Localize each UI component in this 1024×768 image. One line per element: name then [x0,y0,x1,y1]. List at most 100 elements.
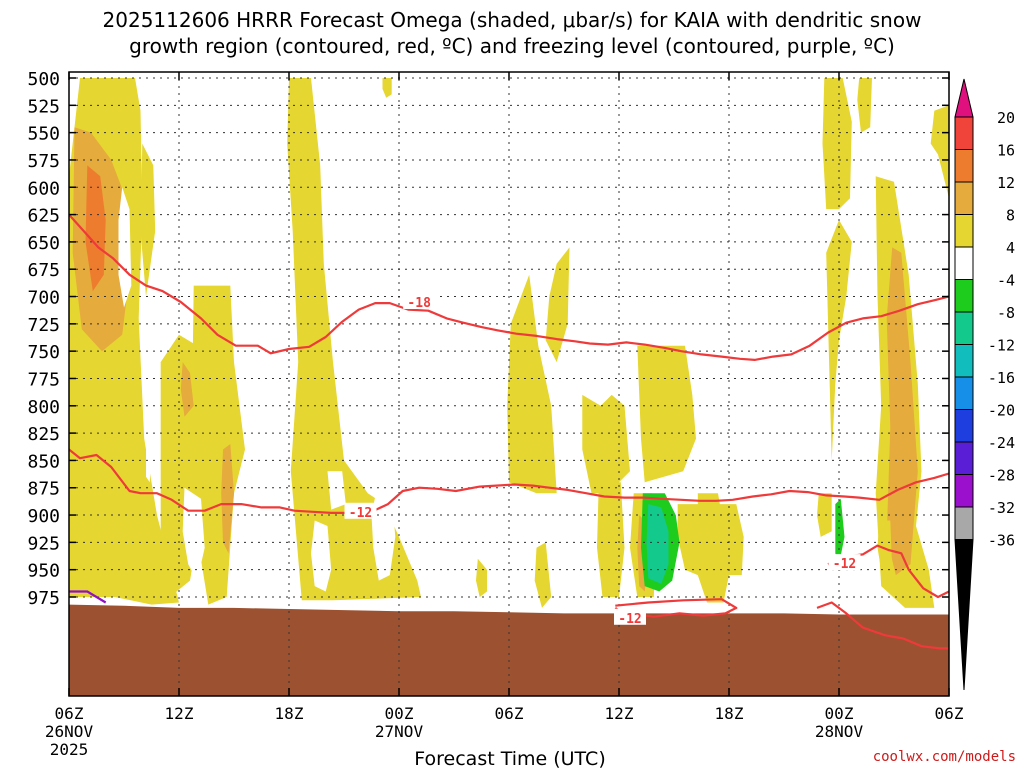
colorbar-box-5 [954,246,974,280]
colorbar-label-11: -28 [988,467,1015,485]
dgz-contour-label-bg-2 [614,608,646,625]
y-tick-label-650: 650 [27,233,60,254]
colorbar-box-8 [954,344,974,378]
x-year-label-0: 2025 [50,740,89,759]
colorbar-box-12 [954,474,974,508]
terrain-surface [69,604,949,696]
chart-title-line-2: growth region (contoured, red, ºC) and f… [129,34,895,58]
x-tick-label-36: 18Z [715,704,744,723]
colorbar-box-10 [954,409,974,443]
y-tick-label-925: 925 [27,533,60,554]
colorbar-label-9: -20 [988,402,1015,420]
x-date-label-42: 28NOV [815,722,864,741]
credit-text: coolwx.com/models [873,749,1016,765]
colorbar-box-7 [954,311,974,345]
colorbar-label-10: -24 [988,434,1015,452]
x-tick-label-12: 18Z [275,704,304,723]
y-tick-label-900: 900 [27,506,60,527]
omega-region-4-8-28 [817,493,832,537]
y-tick-label-700: 700 [27,288,60,309]
colorbar-label-12: -32 [988,499,1015,517]
omega-region-4-8-22 [857,78,872,133]
y-tick-label-550: 550 [27,124,60,145]
colorbar-box-6 [954,279,974,313]
colorbar-bottom-arrow [954,539,974,691]
omega-neutral-gap-0 [118,187,132,308]
omega-region-4-8-23 [930,105,949,199]
y-tick-label-725: 725 [27,315,60,336]
omega-region-12-16-3 [85,165,106,292]
omega-region-4-8-8 [287,78,421,601]
y-tick-label-850: 850 [27,451,60,472]
y-axis: 500 525 550 575 600 625 650 675 700 725 750 775 800 8… [27,69,949,609]
colorbar-box-9 [954,376,974,410]
y-tick-label-825: 825 [27,424,60,445]
omega-shading [69,78,949,608]
y-tick-label-975: 975 [27,588,60,609]
chart-title-line-1: 2025112606 HRRR Forecast Omega (shaded, … [102,8,922,32]
colorbar-label-4: 4 [1006,239,1015,257]
dgz-contour-4 [816,601,949,650]
x-tick-label-18: 00Z [385,704,414,723]
colorbar-box-2 [954,149,974,183]
dgz-contour-0 [69,213,949,361]
dgz-contour-label-bg-3 [828,554,861,571]
colorbar-label-6: -8 [997,304,1015,322]
dgz-contour-label-2: -12 [618,612,641,627]
omega-region-4-8-9 [382,78,392,98]
colorbar-box-1 [954,116,974,150]
x-date-label-0: 26NOV [45,722,94,741]
omega-neutral-gap-5 [263,482,273,510]
x-date-label-18: 27NOV [375,722,424,741]
omega-region-4-8-12 [582,394,630,494]
dgz-contours: -18 -12 -12 -12 [69,213,949,650]
omega-region-4-8-5 [191,285,245,605]
y-tick-label-600: 600 [27,178,60,199]
y-tick-label-500: 500 [27,69,60,90]
colorbar-label-13: -36 [988,532,1015,550]
omega-negative-region-2 [835,498,845,565]
y-tick-label-675: 675 [27,260,60,281]
x-tick-label-48: 06Z [935,704,964,723]
x-tick-label-42: 00Z [825,704,854,723]
omega-region-4-8-18 [476,558,487,597]
dgz-contour-label-3: -12 [833,557,856,572]
terrain-fill [69,604,949,696]
freezing-level-contour [69,590,107,604]
x-tick-label-30: 12Z [605,704,634,723]
colorbar-box-13 [954,506,974,540]
colorbar-label-0: 20 [997,109,1015,127]
dgz-contour-label-1: -12 [349,506,372,521]
omega-negative-region-1 [646,504,669,584]
omega-region-8-12-26 [886,247,918,576]
omega-region-4-8-24 [826,220,852,461]
colorbar-top-arrow [954,78,974,118]
omega-region-8-12-6 [180,362,194,417]
omega-region-4-8-19 [534,542,552,608]
dgz-contour-1 [69,448,949,514]
colorbar-label-2: 12 [997,174,1015,192]
y-tick-label-800: 800 [27,397,60,418]
omega-neutral-gap-1 [146,438,152,483]
colorbar-label-8: -16 [988,369,1015,387]
colorbar-label-7: -12 [988,337,1015,355]
y-tick-label-775: 775 [27,369,60,390]
colorbar-box-4 [954,214,974,248]
omega-region-4-8-21 [822,78,852,210]
dgz-contour-label-bg-0 [403,292,436,309]
colorbar-box-3 [954,181,974,215]
omega-region-4-8-14 [597,482,625,597]
x-tick-label-0: 06Z [55,704,84,723]
colorbar-label-5: -4 [997,272,1015,290]
omega-neutral-gap-3 [311,520,332,592]
y-tick-label-575: 575 [27,151,60,172]
omega-region-4-8-17 [677,504,744,603]
omega-region-4-8-11 [545,247,570,363]
y-tick-label-750: 750 [27,342,60,363]
x-tick-label-6: 12Z [165,704,194,723]
colorbar: 20 16 12 8 4 -4 -8 -12 -16 -20 -24 -28 -32 -36 [954,78,1015,691]
dgz-contour-label-bg-1 [344,502,377,519]
omega-region-4-8-13 [637,345,696,483]
x-tick-label-24: 06Z [495,704,524,723]
y-tick-label-950: 950 [27,561,60,582]
